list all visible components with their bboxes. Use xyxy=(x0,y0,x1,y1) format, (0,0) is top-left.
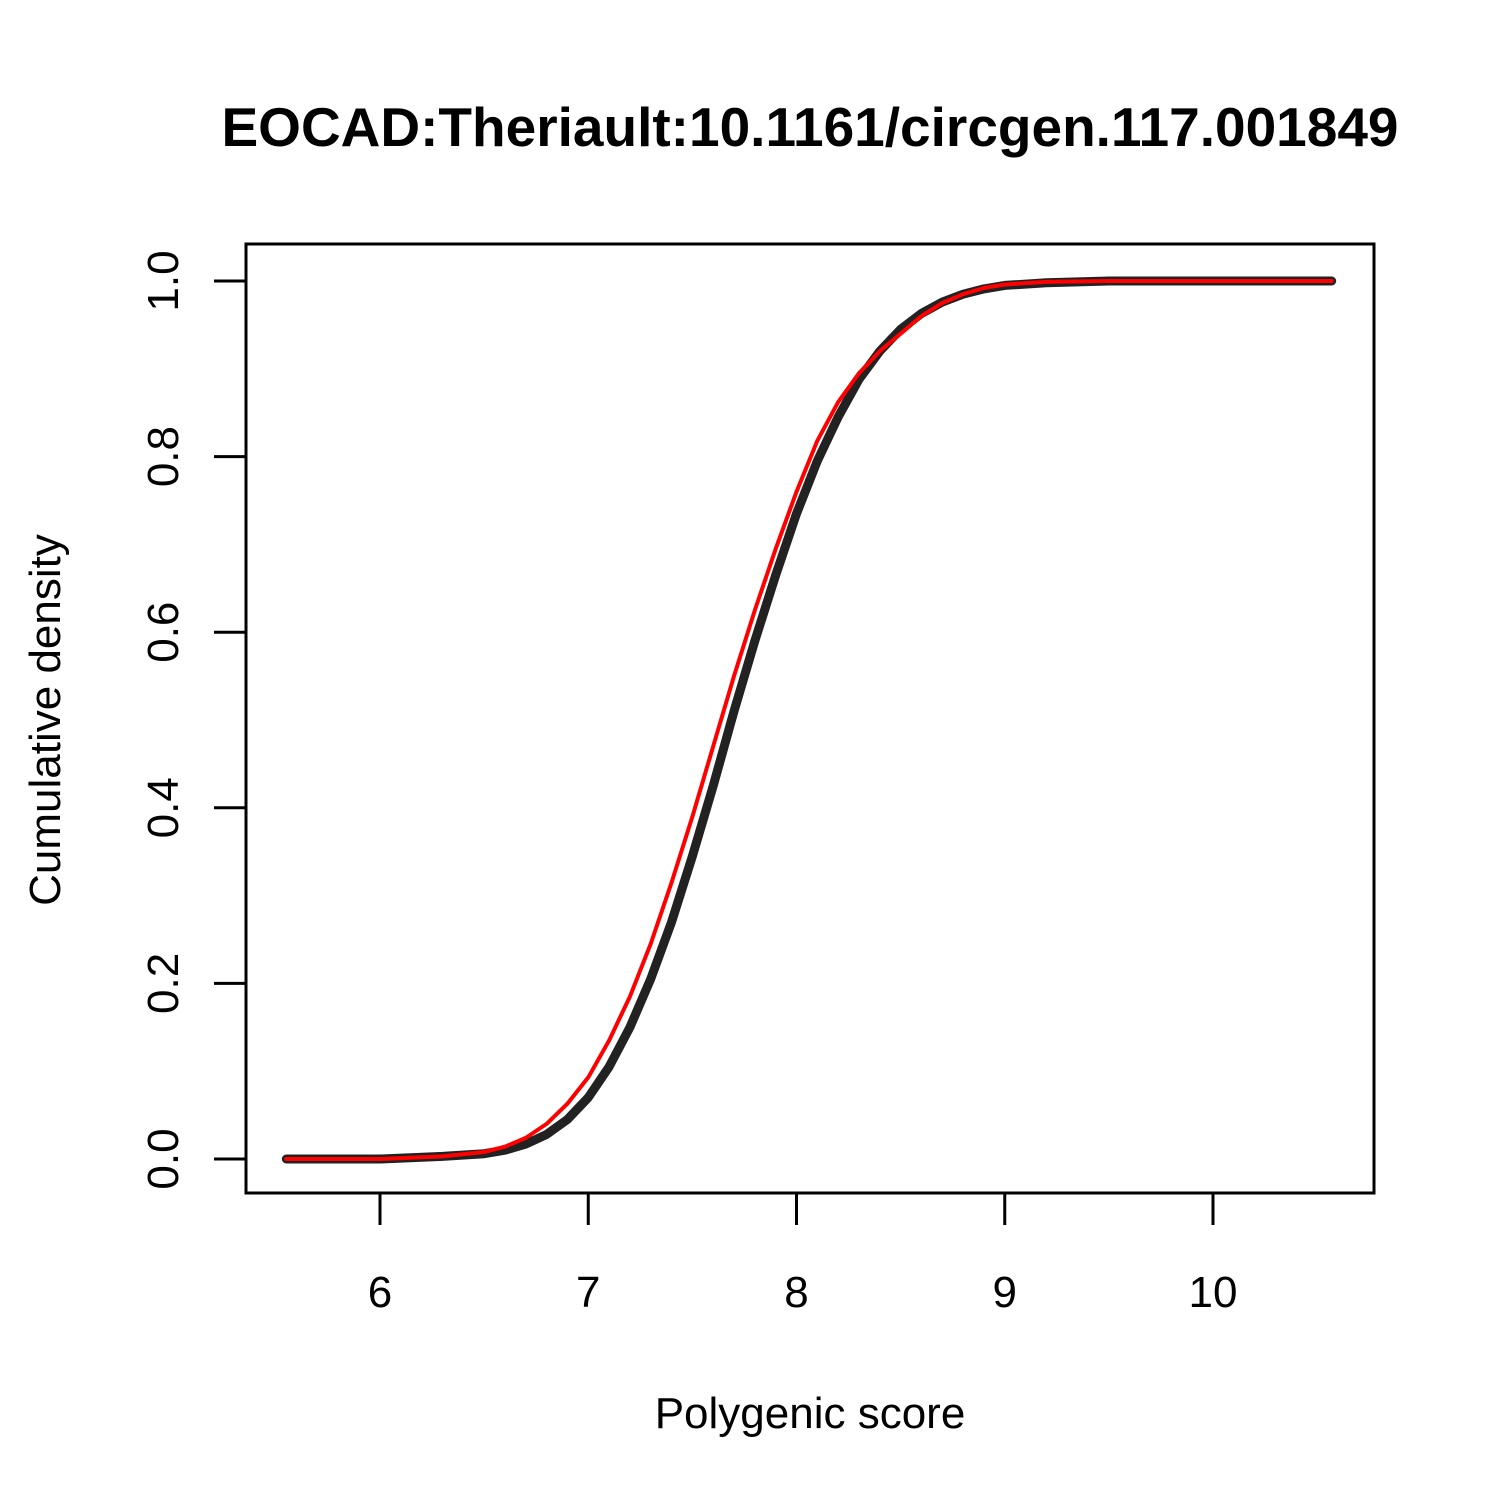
y-axis: 0.0 0.2 0.4 0.6 0.8 1.0 xyxy=(139,250,248,1190)
plot-frame xyxy=(244,242,1376,1195)
x-tick-label: 9 xyxy=(993,1268,1017,1317)
y-tick-label: 0.6 xyxy=(139,602,188,663)
y-tick-label: 1.0 xyxy=(139,250,188,311)
x-tick-label: 10 xyxy=(1189,1268,1238,1317)
x-tick-label: 7 xyxy=(576,1268,600,1317)
series-layer xyxy=(281,276,1337,1164)
x-tick-label: 8 xyxy=(784,1268,808,1317)
y-tick-label: 0.2 xyxy=(139,953,188,1014)
x-axis-label: Polygenic score xyxy=(655,1389,966,1438)
y-tick-label: 0.0 xyxy=(139,1128,188,1189)
x-tick-label: 6 xyxy=(368,1268,392,1317)
chart-title: EOCAD:Theriault:10.1161/circgen.117.0018… xyxy=(221,96,1398,158)
y-axis-label: Cumulative density xyxy=(21,534,70,906)
series-line-1 xyxy=(281,276,1337,1164)
x-axis: 6 7 8 9 10 xyxy=(368,1191,1238,1317)
y-tick-label: 0.8 xyxy=(139,426,188,487)
y-tick-label: 0.4 xyxy=(139,777,188,838)
series-line-2 xyxy=(284,279,1334,1161)
